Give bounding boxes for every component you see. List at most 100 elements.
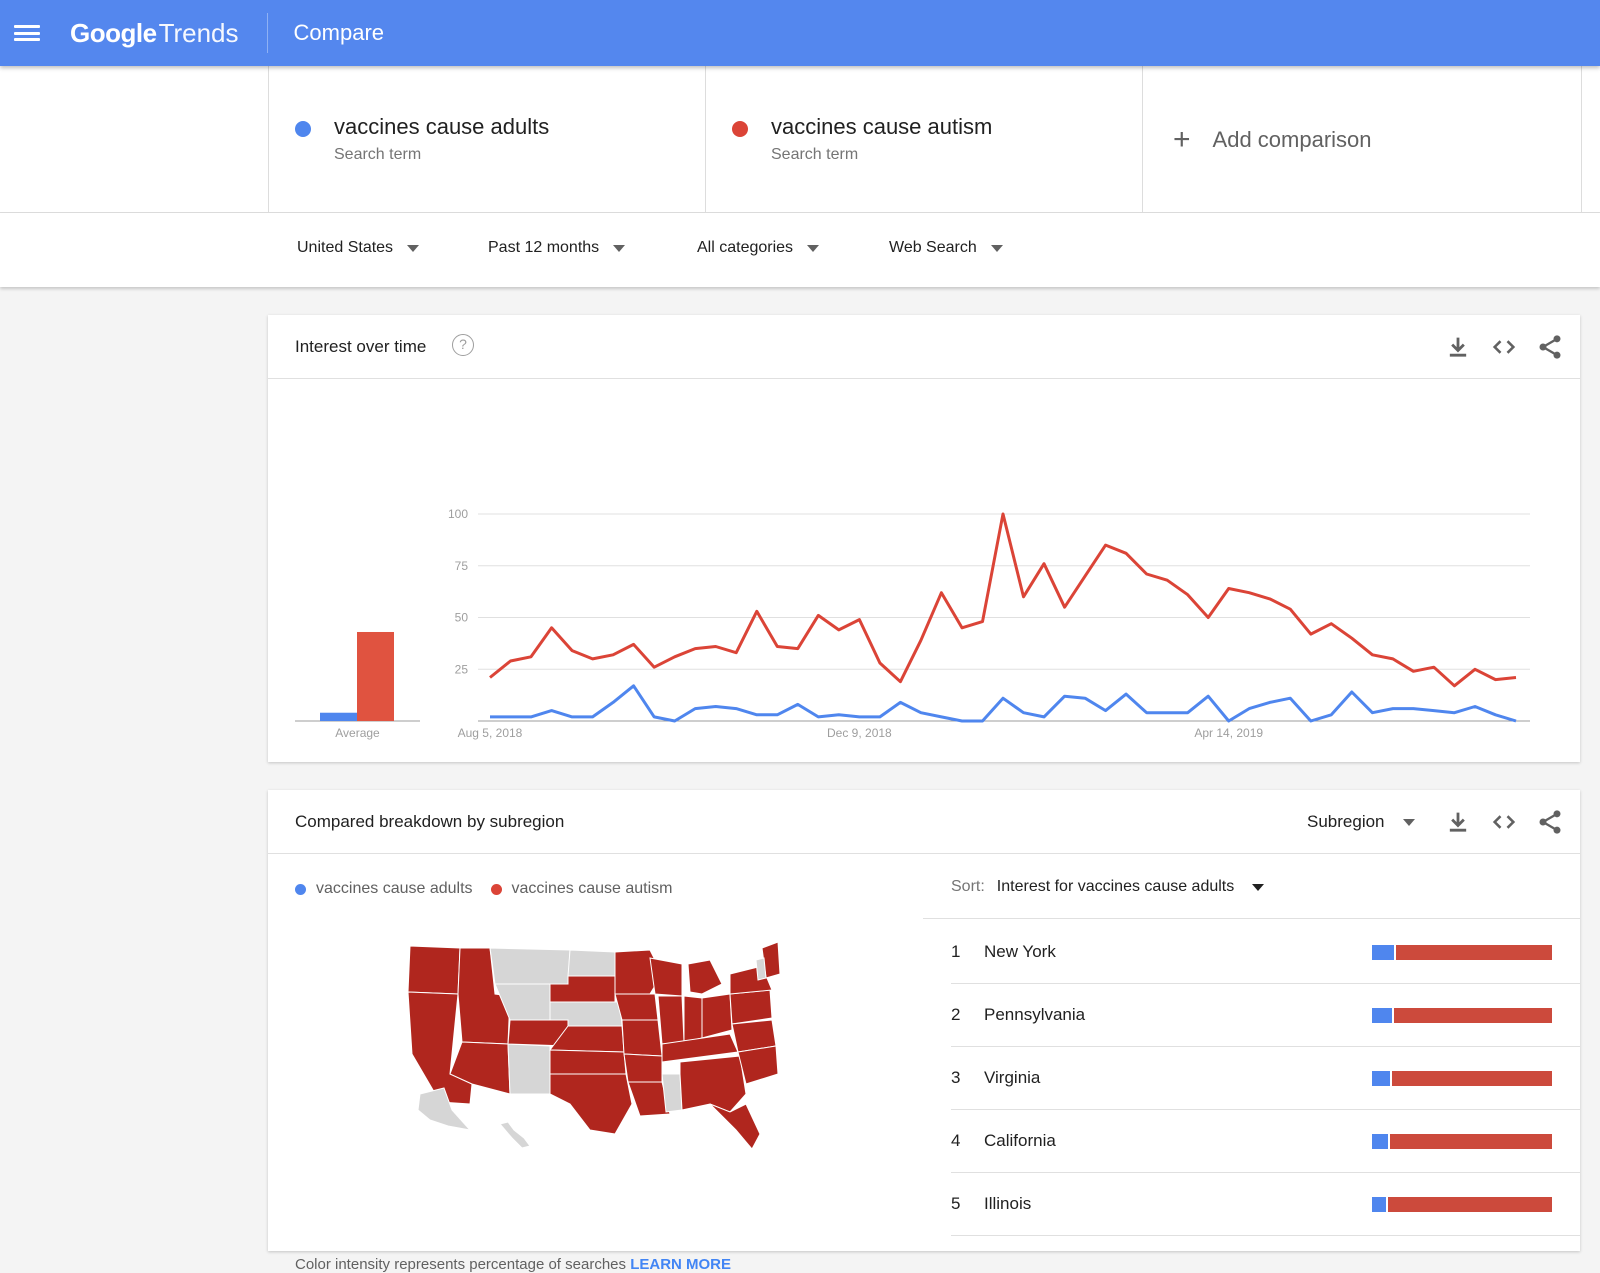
- region-row[interactable]: 4 California: [951, 1109, 1580, 1173]
- map-state-nm[interactable]: [507, 1043, 551, 1095]
- term-1-type: Search term: [334, 146, 422, 163]
- legend-dot-autism: [490, 883, 502, 895]
- map-state-al-ga[interactable]: [679, 1055, 747, 1113]
- term-2-type: Search term: [771, 146, 859, 163]
- add-comparison-label: Add comparison: [1212, 126, 1372, 152]
- map-state-vt[interactable]: [755, 957, 767, 981]
- plus-icon: +: [1173, 122, 1191, 156]
- share-bar-adults: [1372, 1008, 1392, 1023]
- interest-chart: 100 75 50 25 Aug 5, 2018 Dec 9, 2018 Apr 14, 2…: [295, 507, 1530, 740]
- share-bar-autism: [1388, 1197, 1552, 1212]
- map-state-oh[interactable]: [701, 993, 733, 1039]
- time-range-dropdown[interactable]: Past 12 months: [488, 239, 626, 257]
- sort-dropdown[interactable]: Sort: Interest for vaccines cause adults: [951, 878, 1265, 896]
- region-name: Illinois: [984, 1193, 1032, 1213]
- map-state-tx[interactable]: [549, 1073, 633, 1135]
- sort-divider: [923, 918, 1580, 919]
- add-comparison-button[interactable]: + Add comparison: [1142, 66, 1582, 213]
- region-row[interactable]: 1 New York: [951, 920, 1580, 984]
- region-rank: 1: [951, 941, 961, 961]
- filter-bar: United States Past 12 months All categor…: [0, 213, 1600, 287]
- sort-value: Interest for vaccines cause adults: [996, 878, 1235, 895]
- share-bar-adults: [1372, 945, 1394, 960]
- map-footnote: Color intensity represents percentage of…: [295, 1256, 731, 1273]
- legend-label-adults: vaccines cause adults: [316, 880, 473, 897]
- region-share-bar: [1372, 945, 1552, 960]
- breakdown-body: vaccines cause adults vaccines cause aut…: [268, 854, 1580, 1273]
- help-icon[interactable]: ?: [452, 334, 474, 356]
- caret-down-icon: [1402, 818, 1415, 826]
- region-share-bar: [1372, 1197, 1552, 1212]
- share-icon[interactable]: [1536, 808, 1564, 836]
- region-value: United States: [297, 239, 394, 256]
- legend-dot-adults: [295, 883, 306, 895]
- breakdown-card: Compared breakdown by subregion Subregio…: [268, 790, 1580, 1273]
- us-subregion-map[interactable]: [400, 934, 780, 1154]
- google-trends-logo[interactable]: Google Trends: [70, 18, 239, 49]
- interest-card-header: Interest over time ?: [268, 315, 1580, 379]
- subregion-dropdown[interactable]: Subregion: [1307, 812, 1415, 832]
- region-rank: 5: [951, 1193, 961, 1213]
- caret-down-icon: [407, 244, 420, 252]
- map-state-nc-sc[interactable]: [737, 1045, 779, 1085]
- map-state-ca-nv[interactable]: [407, 991, 473, 1105]
- region-rank: 2: [951, 1004, 961, 1024]
- interest-card-title: Interest over time: [295, 337, 427, 356]
- x-tick-label: Aug 5, 2018: [458, 726, 523, 740]
- map-state-il[interactable]: [657, 995, 685, 1045]
- region-row[interactable]: 5 Illinois: [951, 1172, 1580, 1236]
- caret-down-icon: [613, 244, 626, 252]
- map-state-ms[interactable]: [661, 1073, 683, 1113]
- map-state-ok[interactable]: [549, 1049, 627, 1075]
- category-value: All categories: [697, 239, 794, 256]
- map-state-ak[interactable]: [417, 1087, 472, 1131]
- search-term-1[interactable]: vaccines cause adults Search term: [268, 66, 705, 213]
- download-icon[interactable]: [1444, 333, 1472, 361]
- map-state-mt[interactable]: [489, 947, 571, 985]
- embed-code-icon[interactable]: [1490, 808, 1518, 836]
- share-bar-adults: [1372, 1197, 1387, 1212]
- learn-more-link[interactable]: LEARN MORE: [630, 1256, 732, 1273]
- map-state-az[interactable]: [449, 1041, 511, 1095]
- logo-trends-text: Trends: [158, 17, 239, 48]
- map-state-wa-or[interactable]: [407, 945, 461, 995]
- map-state-wi[interactable]: [649, 957, 683, 997]
- region-rank: 4: [951, 1130, 961, 1150]
- hamburger-menu-icon[interactable]: [14, 23, 40, 43]
- region-row[interactable]: 3 Virginia: [951, 1046, 1580, 1110]
- sort-label: Sort:: [951, 878, 985, 895]
- category-dropdown[interactable]: All categories: [697, 239, 820, 257]
- map-state-la[interactable]: [627, 1081, 671, 1117]
- map-state-nd[interactable]: [567, 949, 616, 977]
- y-tick-label: 25: [455, 662, 469, 676]
- page-title: Compare: [293, 20, 385, 45]
- map-state-mi[interactable]: [687, 959, 723, 995]
- legend-label-autism: vaccines cause autism: [511, 880, 673, 897]
- comparison-terms-bar: vaccines cause adults Search term vaccin…: [0, 66, 1600, 213]
- breakdown-card-header: Compared breakdown by subregion Subregio…: [268, 790, 1580, 854]
- map-state-pa[interactable]: [729, 989, 773, 1025]
- share-bar-adults: [1372, 1071, 1390, 1086]
- y-tick-label: 75: [455, 559, 469, 573]
- map-state-in[interactable]: [683, 995, 703, 1043]
- share-icon[interactable]: [1536, 333, 1564, 361]
- download-icon[interactable]: [1444, 808, 1472, 836]
- map-state-fl[interactable]: [709, 1103, 761, 1150]
- header-divider: [266, 13, 268, 53]
- region-share-bar: [1372, 1071, 1552, 1086]
- embed-code-icon[interactable]: [1490, 333, 1518, 361]
- x-tick-label: Apr 14, 2019: [1194, 726, 1263, 740]
- region-dropdown[interactable]: United States: [297, 239, 420, 257]
- term-2-color-dot: [732, 121, 748, 137]
- map-state-hi[interactable]: [499, 1121, 531, 1149]
- search-type-dropdown[interactable]: Web Search: [889, 239, 1003, 257]
- map-state-ar[interactable]: [623, 1053, 663, 1083]
- region-name: Virginia: [984, 1067, 1041, 1087]
- region-share-bar: [1372, 1134, 1552, 1149]
- map-state-ia[interactable]: [614, 993, 659, 1021]
- map-state-mo[interactable]: [621, 1019, 663, 1057]
- search-term-2[interactable]: vaccines cause autism Search term: [705, 66, 1142, 213]
- region-row[interactable]: 2 Pennsylvania: [951, 983, 1580, 1047]
- series-line-1: [490, 684, 1517, 723]
- caret-down-icon: [807, 244, 820, 252]
